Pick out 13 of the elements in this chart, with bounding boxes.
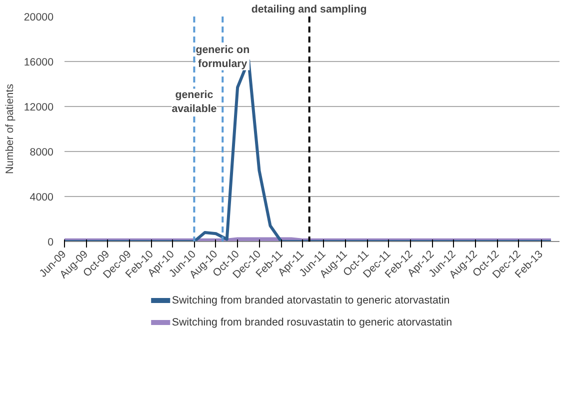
ref-line-label: detailing and sampling — [251, 4, 367, 16]
line-series — [64, 58, 552, 242]
y-tick-label: 8000 — [30, 146, 54, 158]
y-tick-label: 16000 — [24, 56, 54, 68]
legend-label: Switching from branded rosuvastatin to generic atorvastatin — [172, 316, 452, 328]
y-axis-title: Number of patients — [4, 84, 16, 174]
y-tick-label: 0 — [48, 236, 54, 248]
ref-line-label: generic on formulary — [196, 44, 250, 70]
y-tick-label: 4000 — [30, 192, 54, 204]
legend-label: Switching from branded atorvastatin to generic atorvastatin — [172, 294, 450, 306]
y-tick-label: 20000 — [24, 12, 54, 24]
y-tick-label: 12000 — [24, 102, 54, 114]
ref-line-label: generic available — [172, 88, 217, 116]
